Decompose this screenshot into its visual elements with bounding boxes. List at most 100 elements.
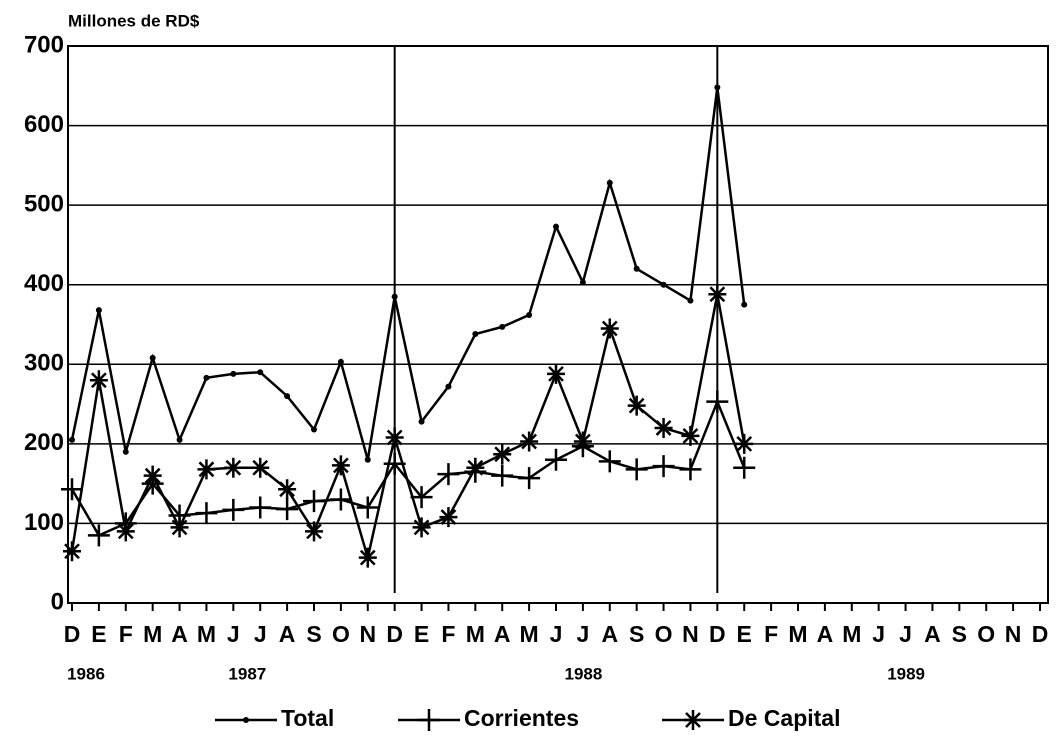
y-tick-label: 0 [51,588,64,615]
x-tick-label: J [872,621,885,647]
legend-label: Total [281,705,334,731]
series-line [70,87,746,461]
marker [203,374,210,381]
marker [195,502,218,525]
x-tick-label: D [709,621,726,647]
y-tick-label: 600 [24,111,64,138]
marker [224,457,243,478]
x-tick-label: J [227,621,240,647]
marker [311,426,317,433]
marker [329,488,352,511]
marker [627,395,646,416]
marker [472,331,479,338]
marker [520,431,539,452]
x-tick-label: J [899,621,912,647]
marker [735,433,754,454]
x-tick-label: E [91,621,106,647]
marker [149,354,156,361]
marker [69,436,75,443]
y-tick-label: 700 [24,31,64,58]
marker [714,84,721,91]
x-tick-label: A [279,621,296,647]
marker [706,390,729,413]
marker [733,456,756,479]
x-tick-label: M [143,621,162,647]
x-tick-label: O [655,621,673,647]
marker [143,465,162,486]
legend-label: De Capital [728,705,840,731]
marker [652,455,675,478]
x-tick-label: A [171,621,188,647]
marker [278,479,297,500]
x-tick-label: M [520,621,539,647]
x-tick-label: F [764,621,778,647]
x-tick-label: A [924,621,941,647]
marker [305,521,323,542]
y-tick-label: 300 [24,350,64,377]
marker [499,323,506,330]
marker [243,717,249,723]
marker [545,448,567,471]
marker [598,450,621,473]
marker [633,265,640,272]
x-tick-label: N [1005,621,1022,647]
marker [466,457,485,478]
marker [679,458,702,481]
marker [741,301,748,308]
marker [412,517,431,538]
marker [356,496,379,519]
x-tick-label: N [359,621,376,647]
x-tick-label: N [682,621,699,647]
x-tick-label: O [977,621,995,647]
marker [331,455,350,476]
chart-title: Millones de RD$ [68,11,200,30]
marker [437,463,460,486]
marker [708,284,727,305]
y-tick-label: 400 [24,270,64,297]
marker [122,448,129,455]
marker [284,393,291,400]
marker [385,427,404,448]
marker [654,417,673,438]
marker [681,425,700,446]
marker [276,498,299,521]
year-label: 1988 [565,664,603,683]
x-tick-label: A [601,621,618,647]
x-tick-label: A [817,621,834,647]
marker [176,436,183,443]
marker [337,358,344,365]
series-line [70,294,746,558]
x-tick-label: S [306,621,321,647]
marker [222,498,245,521]
marker [579,279,586,286]
marker [526,311,533,318]
marker [257,369,264,376]
marker [87,524,110,547]
marker [600,318,619,339]
marker [418,418,425,425]
x-tick-label: M [788,621,807,647]
marker [251,457,270,478]
marker [89,370,108,391]
marker [518,467,541,490]
year-label: 1987 [228,664,266,683]
legend-label: Corrientes [464,705,579,731]
marker [63,541,81,562]
marker [573,431,592,452]
marker [418,709,440,731]
marker [491,464,514,487]
marker [547,363,565,384]
marker [660,281,667,288]
x-tick-label: S [629,621,644,647]
x-tick-label: M [842,621,861,647]
x-tick-label: F [441,621,455,647]
marker [553,223,559,230]
x-tick-label: M [197,621,216,647]
marker [625,458,648,481]
x-tick-label: O [332,621,350,647]
x-tick-label: F [119,621,133,647]
marker [197,459,216,480]
marker [95,307,102,314]
marker [606,179,613,186]
